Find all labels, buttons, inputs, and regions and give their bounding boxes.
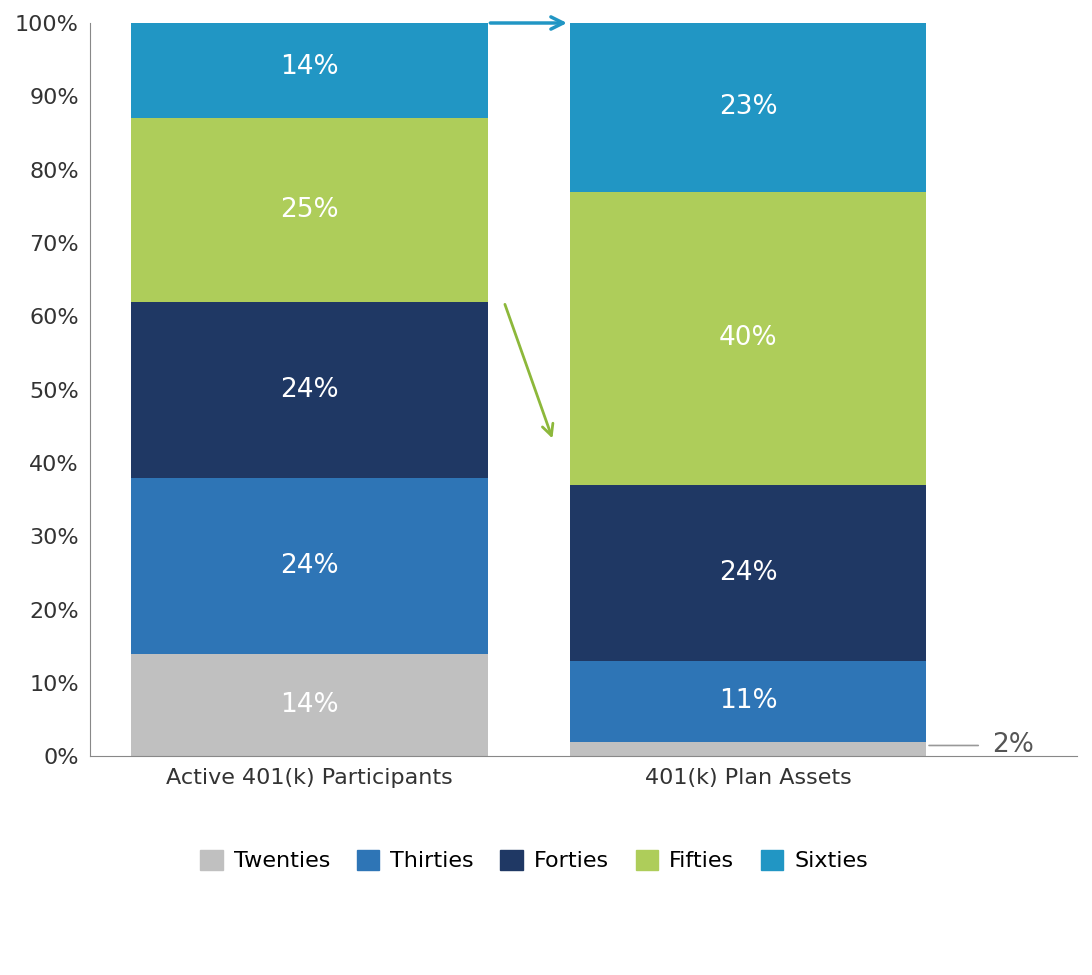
Legend: Twenties, Thirties, Forties, Fifties, Sixties: Twenties, Thirties, Forties, Fifties, Si… bbox=[191, 841, 877, 880]
Bar bbox=[131, 478, 487, 654]
Text: 11%: 11% bbox=[719, 688, 778, 715]
Bar bbox=[131, 301, 487, 478]
Text: 2%: 2% bbox=[992, 732, 1034, 759]
Text: 40%: 40% bbox=[719, 326, 778, 351]
Bar bbox=[131, 16, 487, 118]
Text: 14%: 14% bbox=[280, 692, 339, 719]
Bar bbox=[570, 661, 926, 742]
Bar bbox=[570, 742, 926, 757]
Bar bbox=[570, 23, 926, 192]
Bar bbox=[131, 654, 487, 757]
Text: 24%: 24% bbox=[719, 560, 778, 586]
Bar bbox=[570, 192, 926, 486]
Bar bbox=[570, 486, 926, 661]
Text: 24%: 24% bbox=[280, 376, 339, 403]
Text: 25%: 25% bbox=[280, 197, 339, 223]
Bar bbox=[131, 118, 487, 301]
Text: 14%: 14% bbox=[280, 54, 339, 80]
Text: 23%: 23% bbox=[719, 95, 778, 120]
Text: 24%: 24% bbox=[280, 553, 339, 579]
